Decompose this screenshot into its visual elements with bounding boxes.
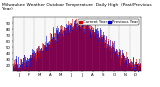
Legend: Current Year, Previous Year: Current Year, Previous Year bbox=[78, 19, 139, 25]
Text: Milwaukee Weather Outdoor Temperature  Daily High  (Past/Previous Year): Milwaukee Weather Outdoor Temperature Da… bbox=[2, 3, 151, 11]
